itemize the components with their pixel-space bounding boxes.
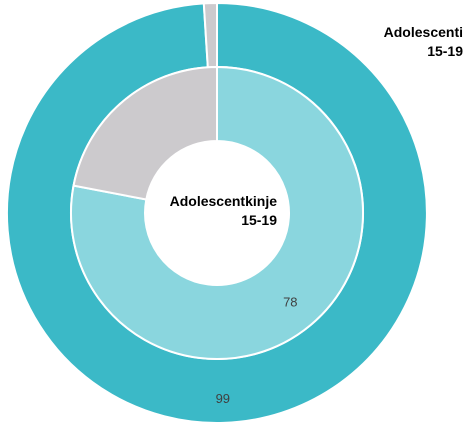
outer-ring-title-line-1: Adolescenti bbox=[384, 24, 463, 40]
inner-ring-slice-1 bbox=[72, 65, 218, 201]
inner-ring bbox=[70, 65, 365, 360]
inner-ring-slice-0 bbox=[70, 65, 365, 360]
inner-ring-value-label-0: 78 bbox=[283, 295, 297, 310]
outer-ring-value-label-0: 99 bbox=[216, 391, 230, 406]
inner-ring-title-line-2: 15-19 bbox=[241, 212, 277, 228]
inner-ring-title-line-1: Adolescentkinje bbox=[170, 193, 278, 209]
outer-ring-title-line-2: 15-19 bbox=[427, 43, 463, 59]
value-labels: 99 78 bbox=[216, 295, 298, 406]
